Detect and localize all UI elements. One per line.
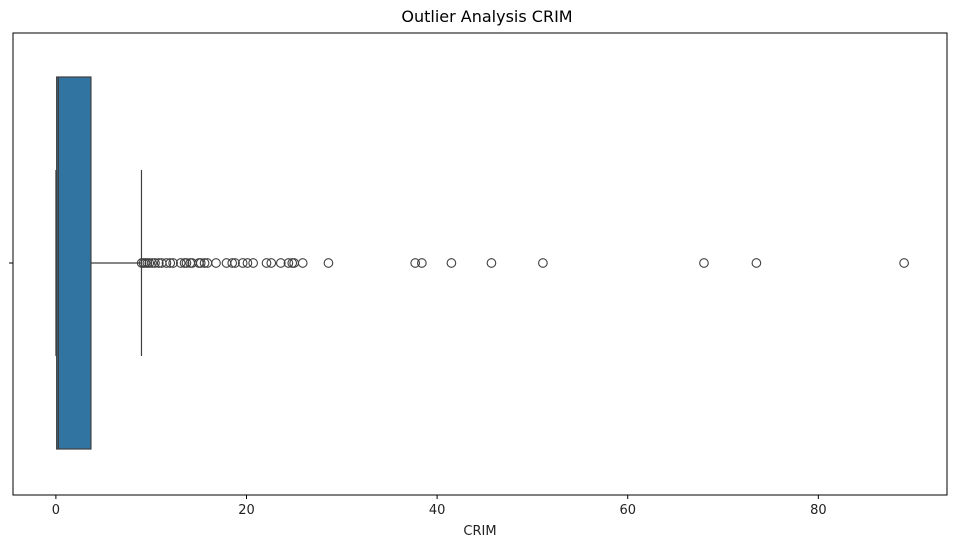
outlier-point	[417, 258, 427, 268]
outlier-point	[161, 258, 172, 268]
outlier-point	[168, 258, 178, 268]
outlier-points	[136, 258, 909, 268]
outlier-point	[275, 258, 286, 268]
outlier-point	[289, 258, 300, 268]
x-tick-label: 40	[429, 503, 446, 518]
plot-area-frame	[12, 32, 948, 496]
x-tick-label: 80	[810, 503, 827, 518]
outlier-point	[195, 258, 206, 268]
x-axis-label: CRIM	[463, 524, 496, 539]
outlier-point	[283, 258, 294, 268]
outlier-point	[181, 258, 192, 268]
outlier-point	[699, 258, 709, 268]
x-tick-label: 60	[619, 503, 636, 518]
outlier-point	[175, 258, 186, 268]
outlier-point	[261, 258, 272, 268]
outlier-point	[486, 258, 497, 268]
outlier-point	[266, 258, 277, 268]
outlier-point	[165, 258, 176, 268]
outlier-point	[248, 258, 259, 268]
iqr-box	[56, 76, 92, 450]
outlier-point	[297, 258, 308, 268]
box-plot	[55, 76, 143, 450]
outlier-point	[323, 258, 334, 268]
outlier-point	[153, 258, 164, 268]
outlier-point	[899, 258, 909, 268]
outlier-point	[237, 258, 248, 268]
outlier-point	[230, 258, 240, 268]
chart-title: Outlier Analysis CRIM	[401, 7, 572, 26]
x-axis: 0 20 40 60 80	[52, 495, 827, 518]
outlier-point	[150, 258, 160, 268]
outlier-point	[227, 258, 238, 268]
x-tick-label: 20	[238, 503, 255, 518]
outlier-point	[410, 258, 421, 268]
outlier-point	[144, 258, 155, 268]
x-tick-label: 0	[52, 503, 60, 518]
outlier-point	[446, 258, 457, 268]
outlier-point	[751, 258, 762, 268]
outlier-point	[211, 258, 221, 268]
outlier-point	[147, 258, 157, 268]
outlier-point	[242, 258, 253, 268]
outlier-point	[538, 258, 548, 268]
outlier-point	[199, 258, 210, 268]
